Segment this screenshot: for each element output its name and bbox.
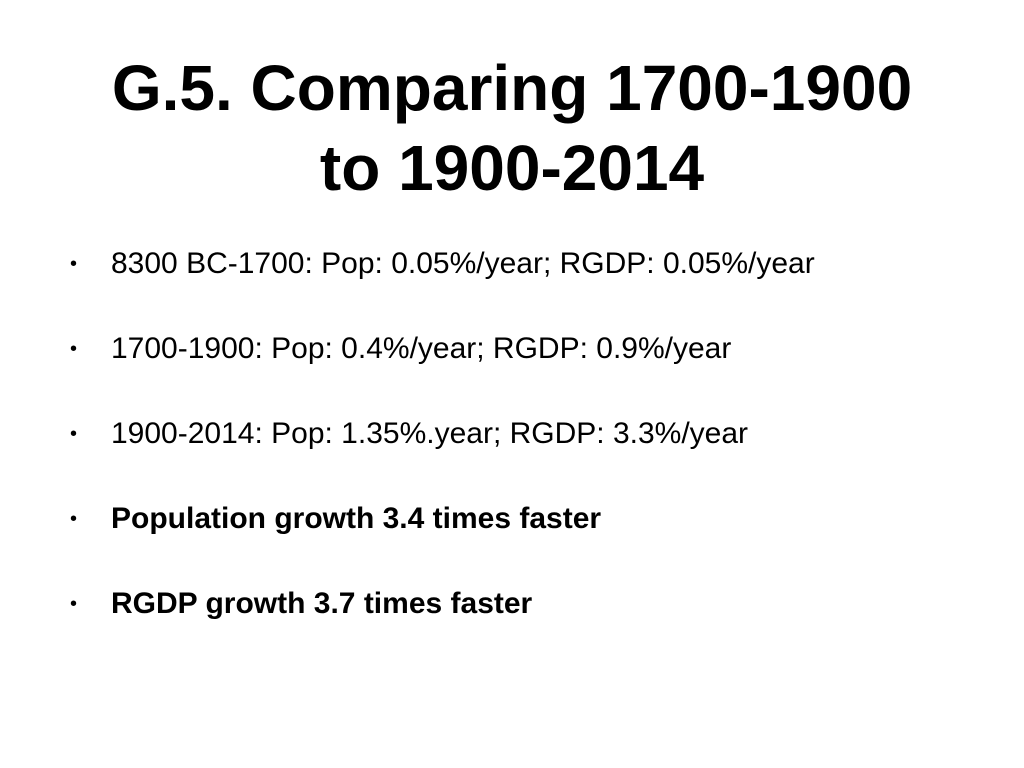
- bullet-text: 8300 BC-1700: Pop: 0.05%/year; RGDP: 0.0…: [111, 247, 815, 280]
- slide-title: G.5. Comparing 1700-1900 to 1900-2014: [40, 48, 984, 208]
- bullet-icon: •: [70, 253, 78, 275]
- bullet-icon: •: [70, 593, 78, 615]
- bullet-item: • 1700-1900: Pop: 0.4%/year; RGDP: 0.9%/…: [70, 328, 970, 370]
- slide-title-line-1: G.5. Comparing 1700-1900: [111, 52, 913, 124]
- bullet-text: RGDP growth 3.7 times faster: [111, 587, 533, 620]
- slide-title-line-2: to 1900-2014: [319, 132, 705, 204]
- bullet-item: • RGDP growth 3.7 times faster: [70, 583, 970, 625]
- bullet-item: • Population growth 3.4 times faster: [70, 498, 970, 540]
- bullet-icon: •: [70, 508, 78, 530]
- bullet-list: • 8300 BC-1700: Pop: 0.05%/year; RGDP: 0…: [70, 243, 970, 668]
- bullet-text: 1900-2014: Pop: 1.35%.year; RGDP: 3.3%/y…: [111, 417, 749, 450]
- bullet-item: • 1900-2014: Pop: 1.35%.year; RGDP: 3.3%…: [70, 413, 970, 455]
- bullet-text: Population growth 3.4 times faster: [111, 502, 602, 535]
- bullet-icon: •: [70, 338, 78, 360]
- bullet-icon: •: [70, 423, 78, 445]
- bullet-item: • 8300 BC-1700: Pop: 0.05%/year; RGDP: 0…: [70, 243, 970, 285]
- bullet-text: 1700-1900: Pop: 0.4%/year; RGDP: 0.9%/ye…: [111, 332, 732, 365]
